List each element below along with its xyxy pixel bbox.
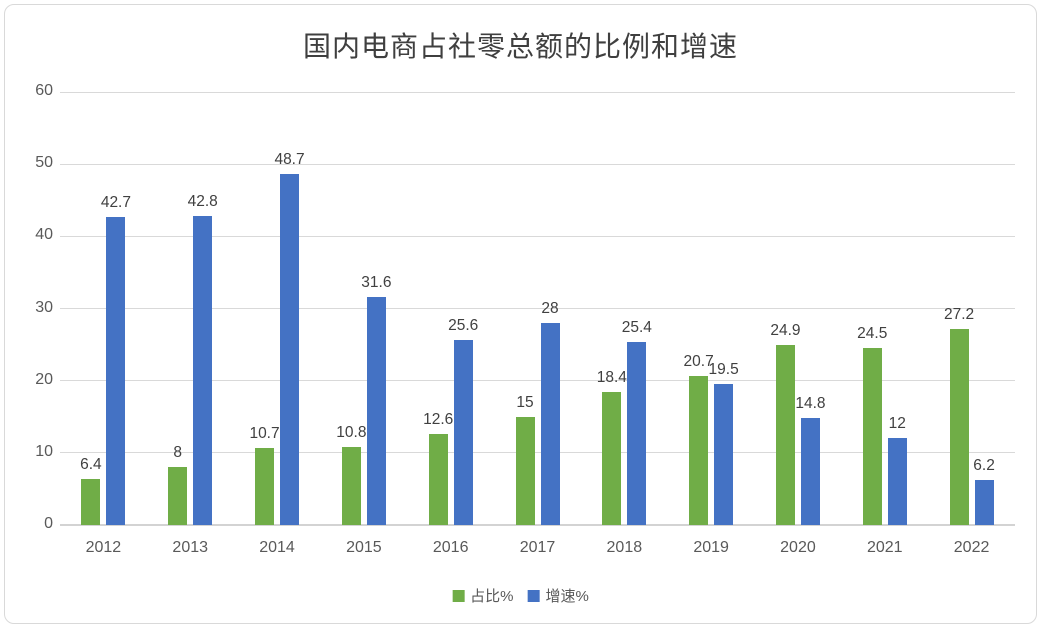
bar-value-label: 14.8 <box>795 395 826 413</box>
bar-value-label: 12 <box>888 415 906 433</box>
y-axis-tick-label: 20 <box>35 370 53 388</box>
bar-value-label: 12.6 <box>423 411 454 429</box>
bar-value-label: 48.7 <box>274 150 305 168</box>
bar-value-label: 28 <box>541 299 559 317</box>
bar-growth <box>974 480 994 525</box>
legend-item-proportion: 占比% <box>452 585 514 606</box>
bar-proportion <box>775 345 795 525</box>
x-axis-category-label: 2022 <box>953 539 990 556</box>
bar-value-label: 18.4 <box>596 369 627 387</box>
x-axis-category-label: 2014 <box>259 539 295 556</box>
y-axis-tick-label: 0 <box>44 515 53 532</box>
gridline <box>60 163 1015 165</box>
y-axis-tick-label: 50 <box>35 154 53 172</box>
bar-value-label: 19.5 <box>708 361 739 379</box>
plot-area: 0 10 20 30 40 50 60 2012 6.4 42.7 2013 8 42.8 2014 10.… <box>5 5 1041 633</box>
bar-proportion <box>255 447 275 525</box>
bar-value-label: 15 <box>516 393 534 411</box>
y-axis-tick-label: 60 <box>35 82 53 99</box>
legend-swatch-growth <box>527 589 540 602</box>
x-axis-category-label: 2019 <box>693 539 729 556</box>
y-axis-tick-label: 10 <box>35 442 53 460</box>
chart-title: 国内电商占社零总额的比例和增速 <box>302 32 738 63</box>
bar-value-label: 10.7 <box>249 424 280 442</box>
bar-value-label: 10.8 <box>336 424 367 442</box>
x-axis-category-label: 2015 <box>346 539 382 556</box>
gridline <box>60 452 1015 454</box>
bar-value-label: 20.7 <box>683 352 714 370</box>
bar-value-label: 6.2 <box>973 457 995 475</box>
gridline <box>60 380 1015 382</box>
bar-proportion <box>341 447 361 525</box>
bar-growth <box>714 384 734 525</box>
bar-value-label: 8 <box>173 444 183 462</box>
bar-growth <box>106 216 126 525</box>
y-axis-tick-label: 40 <box>35 226 53 244</box>
bar-growth <box>193 216 213 525</box>
bar-growth <box>800 418 820 525</box>
bar-growth <box>627 341 647 525</box>
legend-label-proportion: 占比% <box>470 588 514 605</box>
bar-proportion <box>689 375 709 525</box>
bar-value-label: 24.9 <box>770 322 801 340</box>
bar-value-label: 31.6 <box>361 273 392 291</box>
bar-proportion <box>602 392 622 525</box>
bar-growth <box>366 296 386 525</box>
bar-growth <box>453 340 473 525</box>
x-axis-category-label: 2017 <box>519 539 556 556</box>
gridline <box>60 235 1015 237</box>
x-axis-category-label: 2021 <box>866 539 903 556</box>
bar-value-label: 42.7 <box>100 193 131 211</box>
bar-proportion <box>862 348 882 525</box>
bar-proportion <box>81 478 101 525</box>
bar-growth <box>887 438 907 525</box>
bar-value-label: 25.4 <box>621 318 652 336</box>
x-axis-category-label: 2012 <box>85 539 122 556</box>
bar-value-label: 25.6 <box>448 317 479 335</box>
x-axis-category-label: 2018 <box>606 539 643 556</box>
bar-proportion <box>949 328 969 525</box>
legend: 占比% 增速% <box>452 585 589 606</box>
bar-value-label: 42.8 <box>187 193 218 211</box>
legend-item-growth: 增速% <box>527 585 589 606</box>
bar-growth <box>280 173 300 525</box>
gridline <box>60 91 1015 93</box>
bar-value-label: 27.2 <box>943 305 975 323</box>
legend-label-growth: 增速% <box>545 588 589 605</box>
gridline <box>60 308 1015 309</box>
legend-swatch-proportion <box>452 589 465 602</box>
x-axis-category-label: 2013 <box>172 539 209 556</box>
y-axis-tick-label: 30 <box>35 298 53 316</box>
bar-growth <box>540 322 560 525</box>
x-axis-line <box>60 524 1015 526</box>
chart-frame: 国内电商占社零总额的比例和增速 0 10 20 30 40 50 60 2012 6.4 42.7… <box>4 4 1037 624</box>
bar-proportion <box>515 416 535 525</box>
x-axis-category-label: 2016 <box>432 539 469 556</box>
bar-value-label: 24.5 <box>857 325 888 343</box>
bar-proportion <box>428 434 448 525</box>
x-axis-category-label: 2020 <box>780 539 816 556</box>
bar-proportion <box>168 467 188 525</box>
bar-value-label: 6.4 <box>80 455 102 473</box>
